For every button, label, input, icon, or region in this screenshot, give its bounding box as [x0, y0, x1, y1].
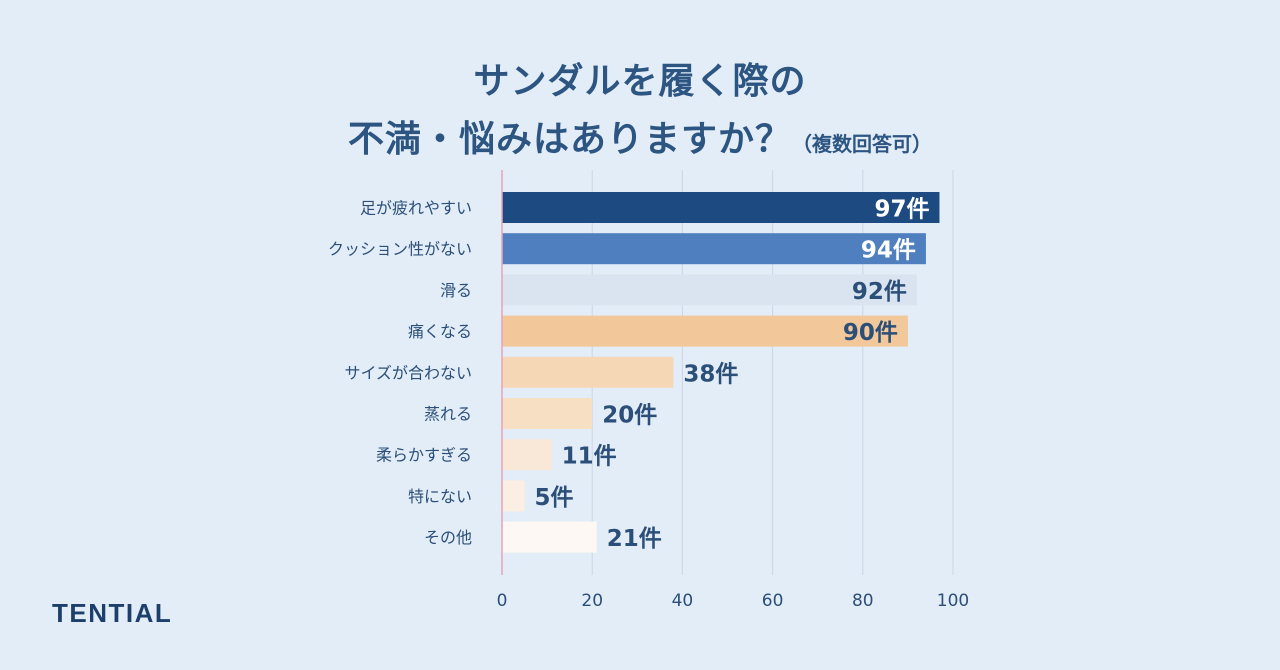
- chart-title-line2: 不満・悩みはありますか？（複数回答可）: [0, 110, 1280, 162]
- bar-4: [502, 356, 674, 388]
- bar-8: [502, 521, 597, 553]
- bar-0: [502, 192, 940, 223]
- value-label-1: 94件: [861, 238, 916, 264]
- category-label-6: 柔らかすぎる: [376, 446, 472, 465]
- value-label-4: 38件: [683, 361, 738, 387]
- value-label-6: 11件: [562, 444, 617, 470]
- category-label-2: 滑る: [440, 281, 472, 300]
- category-label-3: 痛くなる: [408, 322, 472, 341]
- x-tick-label-20: 20: [581, 591, 603, 611]
- bar-6: [502, 439, 552, 471]
- bar-2: [502, 274, 917, 306]
- x-tick-label-0: 0: [497, 591, 508, 611]
- value-label-8: 21件: [607, 526, 662, 552]
- bar-1: [502, 233, 926, 265]
- bar-5: [502, 398, 593, 429]
- category-label-1: クッション性がない: [328, 240, 472, 259]
- value-label-0: 97件: [874, 197, 929, 223]
- chart-title-line1: サンダルを履く際の: [473, 61, 807, 102]
- value-label-3: 90件: [843, 320, 898, 346]
- category-label-7: 特にない: [408, 487, 472, 506]
- value-label-5: 20件: [602, 403, 657, 429]
- brand-logo: TENTIAL: [52, 598, 173, 628]
- value-label-2: 92件: [852, 279, 907, 305]
- chart-title-main: 不満・悩みはありますか？: [347, 119, 792, 160]
- x-tick-label-40: 40: [672, 591, 694, 611]
- category-label-0: 足が疲れやすい: [360, 199, 472, 218]
- category-label-4: サイズが合わない: [344, 363, 472, 382]
- x-tick-label-60: 60: [762, 591, 784, 611]
- value-label-7: 5件: [535, 485, 574, 511]
- x-tick-label-80: 80: [852, 591, 874, 611]
- chart-title-note: （複数回答可）: [792, 132, 932, 156]
- category-label-8: その他: [424, 528, 472, 547]
- category-label-5: 蒸れる: [424, 405, 472, 424]
- bar-3: [502, 315, 908, 347]
- x-tick-label-100: 100: [937, 591, 969, 611]
- bar-7: [502, 480, 525, 512]
